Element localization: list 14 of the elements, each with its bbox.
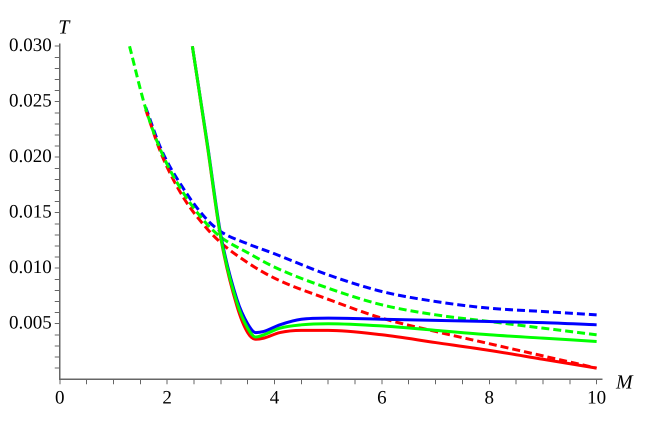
- y-tick-label: 0.005: [9, 312, 52, 334]
- x-tick-label: 8: [484, 388, 494, 409]
- x-tick-label: 0: [55, 388, 64, 409]
- x-axis-title: M: [615, 371, 634, 394]
- x-tick-label: 2: [162, 388, 172, 409]
- y-axis-title: T: [58, 16, 72, 38]
- y-tick-label: 0.020: [9, 146, 52, 168]
- y-tick-label: 0.010: [9, 257, 52, 278]
- x-tick-label: 4: [270, 388, 280, 409]
- y-tick-label: 0.015: [9, 202, 52, 223]
- x-tick-label: 10: [587, 388, 606, 409]
- x-tick-label: 6: [377, 388, 387, 409]
- y-tick-label: 0.030: [9, 35, 52, 56]
- y-tick-label: 0.025: [9, 90, 52, 112]
